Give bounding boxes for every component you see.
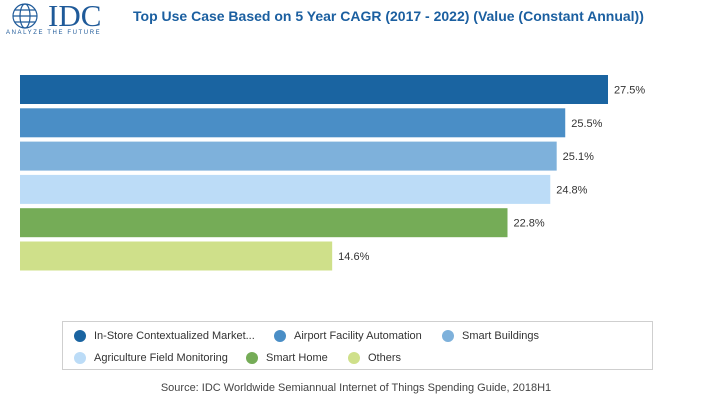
legend-item[interactable]: Smart Buildings (442, 330, 539, 342)
bar-value-label: 14.6% (338, 251, 369, 263)
bar-value-label: 25.1% (563, 151, 594, 163)
bar-1[interactable] (20, 75, 608, 104)
legend-label: Agriculture Field Monitoring (94, 352, 228, 364)
legend-item[interactable]: In-Store Contextualized Market... (74, 330, 255, 342)
bar-4[interactable] (20, 174, 551, 204)
legend-swatch-icon (74, 330, 86, 342)
bar-value-label: 27.5% (614, 85, 645, 97)
legend-label: Others (368, 352, 402, 364)
bar-value-label: 24.8% (556, 184, 587, 196)
bar-value-label: 25.5% (571, 118, 602, 130)
legend-swatch-icon (246, 352, 258, 364)
chart-title: Top Use Case Based on 5 Year CAGR (2017 … (133, 8, 644, 24)
legend-item[interactable]: Smart Home (246, 352, 328, 364)
legend-label: Airport Facility Automation (294, 330, 422, 342)
legend-label: In-Store Contextualized Market... (94, 330, 255, 342)
legend-swatch-icon (74, 352, 86, 364)
bar-5[interactable] (20, 208, 508, 238)
legend-item[interactable]: Agriculture Field Monitoring (74, 352, 228, 364)
logo-tagline: ANALYZE THE FUTURE (6, 30, 102, 36)
legend-swatch-icon (348, 352, 360, 364)
legend-item[interactable]: Others (348, 352, 401, 364)
idc-logo: IDC ANALYZE THE FUTURE (4, 0, 114, 36)
bar-3[interactable] (20, 141, 557, 171)
logo-wordmark: IDC (48, 0, 102, 33)
legend-item[interactable]: Airport Facility Automation (274, 330, 422, 342)
source-note: Source: IDC Worldwide Semiannual Interne… (160, 382, 552, 394)
bar-6[interactable] (20, 241, 333, 271)
legend-swatch-icon (274, 330, 286, 342)
chart-legend: In-Store Contextualized Market... Airpor… (62, 321, 653, 370)
legend-label: Smart Home (266, 352, 328, 364)
globe-icon (12, 3, 38, 29)
legend-label: Smart Buildings (462, 330, 540, 342)
bar-2[interactable] (20, 108, 566, 138)
bar-chart: 27.5% 25.5% 25.1% 24.8% 22.8% 14.6% (20, 75, 645, 271)
bar-value-label: 22.8% (514, 218, 545, 230)
legend-swatch-icon (442, 330, 454, 342)
